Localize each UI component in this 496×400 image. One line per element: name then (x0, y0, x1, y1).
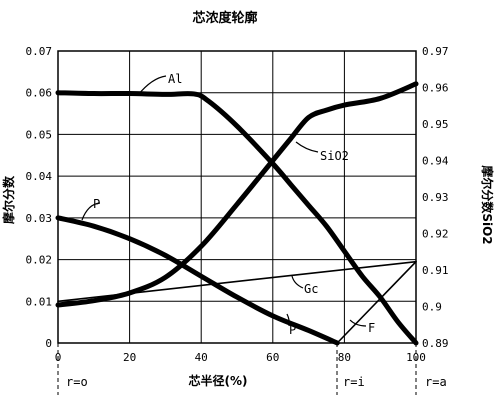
left-axis-label: 摩尔分数 (1, 175, 16, 224)
right-axis-ticks: 0.89 0.9 0.91 0.92 0.93 0.94 0.95 0.96 0.97 (422, 45, 449, 350)
x-tick-label-2: 40 (195, 351, 208, 364)
right-tick-label-4: 0.93 (422, 191, 449, 204)
left-tick-label-7: 0.07 (26, 45, 53, 58)
left-tick-label-3: 0.03 (26, 212, 53, 225)
series-line-sio2 (55, 81, 419, 308)
left-tick-label-4: 0.04 (26, 170, 53, 183)
leader-gc (291, 275, 304, 289)
left-tick-label-1: 0.01 (26, 295, 53, 308)
series-line-al (55, 90, 419, 346)
right-tick-label-2: 0.91 (422, 264, 449, 277)
left-axis-ticks: 0 0.01 0.02 0.03 0.04 0.05 0.06 0.07 (26, 45, 53, 350)
leader-al (137, 75, 167, 96)
right-tick-label-6: 0.95 (422, 118, 449, 131)
left-tick-label-6: 0.06 (26, 87, 53, 100)
right-tick-label-3: 0.92 (422, 228, 449, 241)
x-axis-label: 芯半径(%) (189, 373, 248, 388)
leader-lines (81, 75, 367, 327)
label-p-bottom: P (289, 323, 296, 337)
leader-p (81, 202, 101, 221)
plot-frame (57, 50, 417, 344)
left-tick-label-2: 0.02 (26, 254, 53, 267)
region-label-ra: r=a (425, 375, 447, 389)
x-tick-label-1: 20 (123, 351, 136, 364)
label-f: F (368, 321, 375, 335)
x-tick-label-3: 60 (266, 351, 279, 364)
label-gc: Gc (304, 282, 318, 296)
x-tick-label-4: 80 (338, 351, 351, 364)
leader-p-bottom (286, 313, 290, 327)
right-tick-label-8: 0.97 (422, 45, 449, 58)
x-axis-ticks: 020406080100 (55, 351, 426, 364)
region-markers (57, 343, 417, 395)
series-line-f (336, 260, 417, 344)
chart-title: 芯浓度轮廓 (192, 10, 257, 26)
label-al: Al (168, 72, 182, 86)
right-tick-label-5: 0.94 (422, 155, 449, 168)
right-tick-label-1: 0.9 (422, 301, 442, 314)
leader-f (349, 319, 367, 327)
leader-sio2 (295, 141, 319, 153)
right-tick-label-7: 0.96 (422, 82, 449, 95)
right-tick-label-0: 0.89 (422, 337, 449, 350)
data-series (55, 81, 419, 346)
left-tick-label-5: 0.05 (26, 128, 53, 141)
series-line-p (55, 215, 340, 346)
region-label-ri: r=i (343, 375, 365, 389)
region-label-r0: r=o (66, 375, 88, 389)
series-line-ge (57, 260, 417, 303)
left-tick-label-0: 0 (45, 337, 52, 350)
right-axis-label: 摩尔分数SiO2 (480, 165, 495, 244)
label-sio2: SiO2 (320, 149, 349, 163)
